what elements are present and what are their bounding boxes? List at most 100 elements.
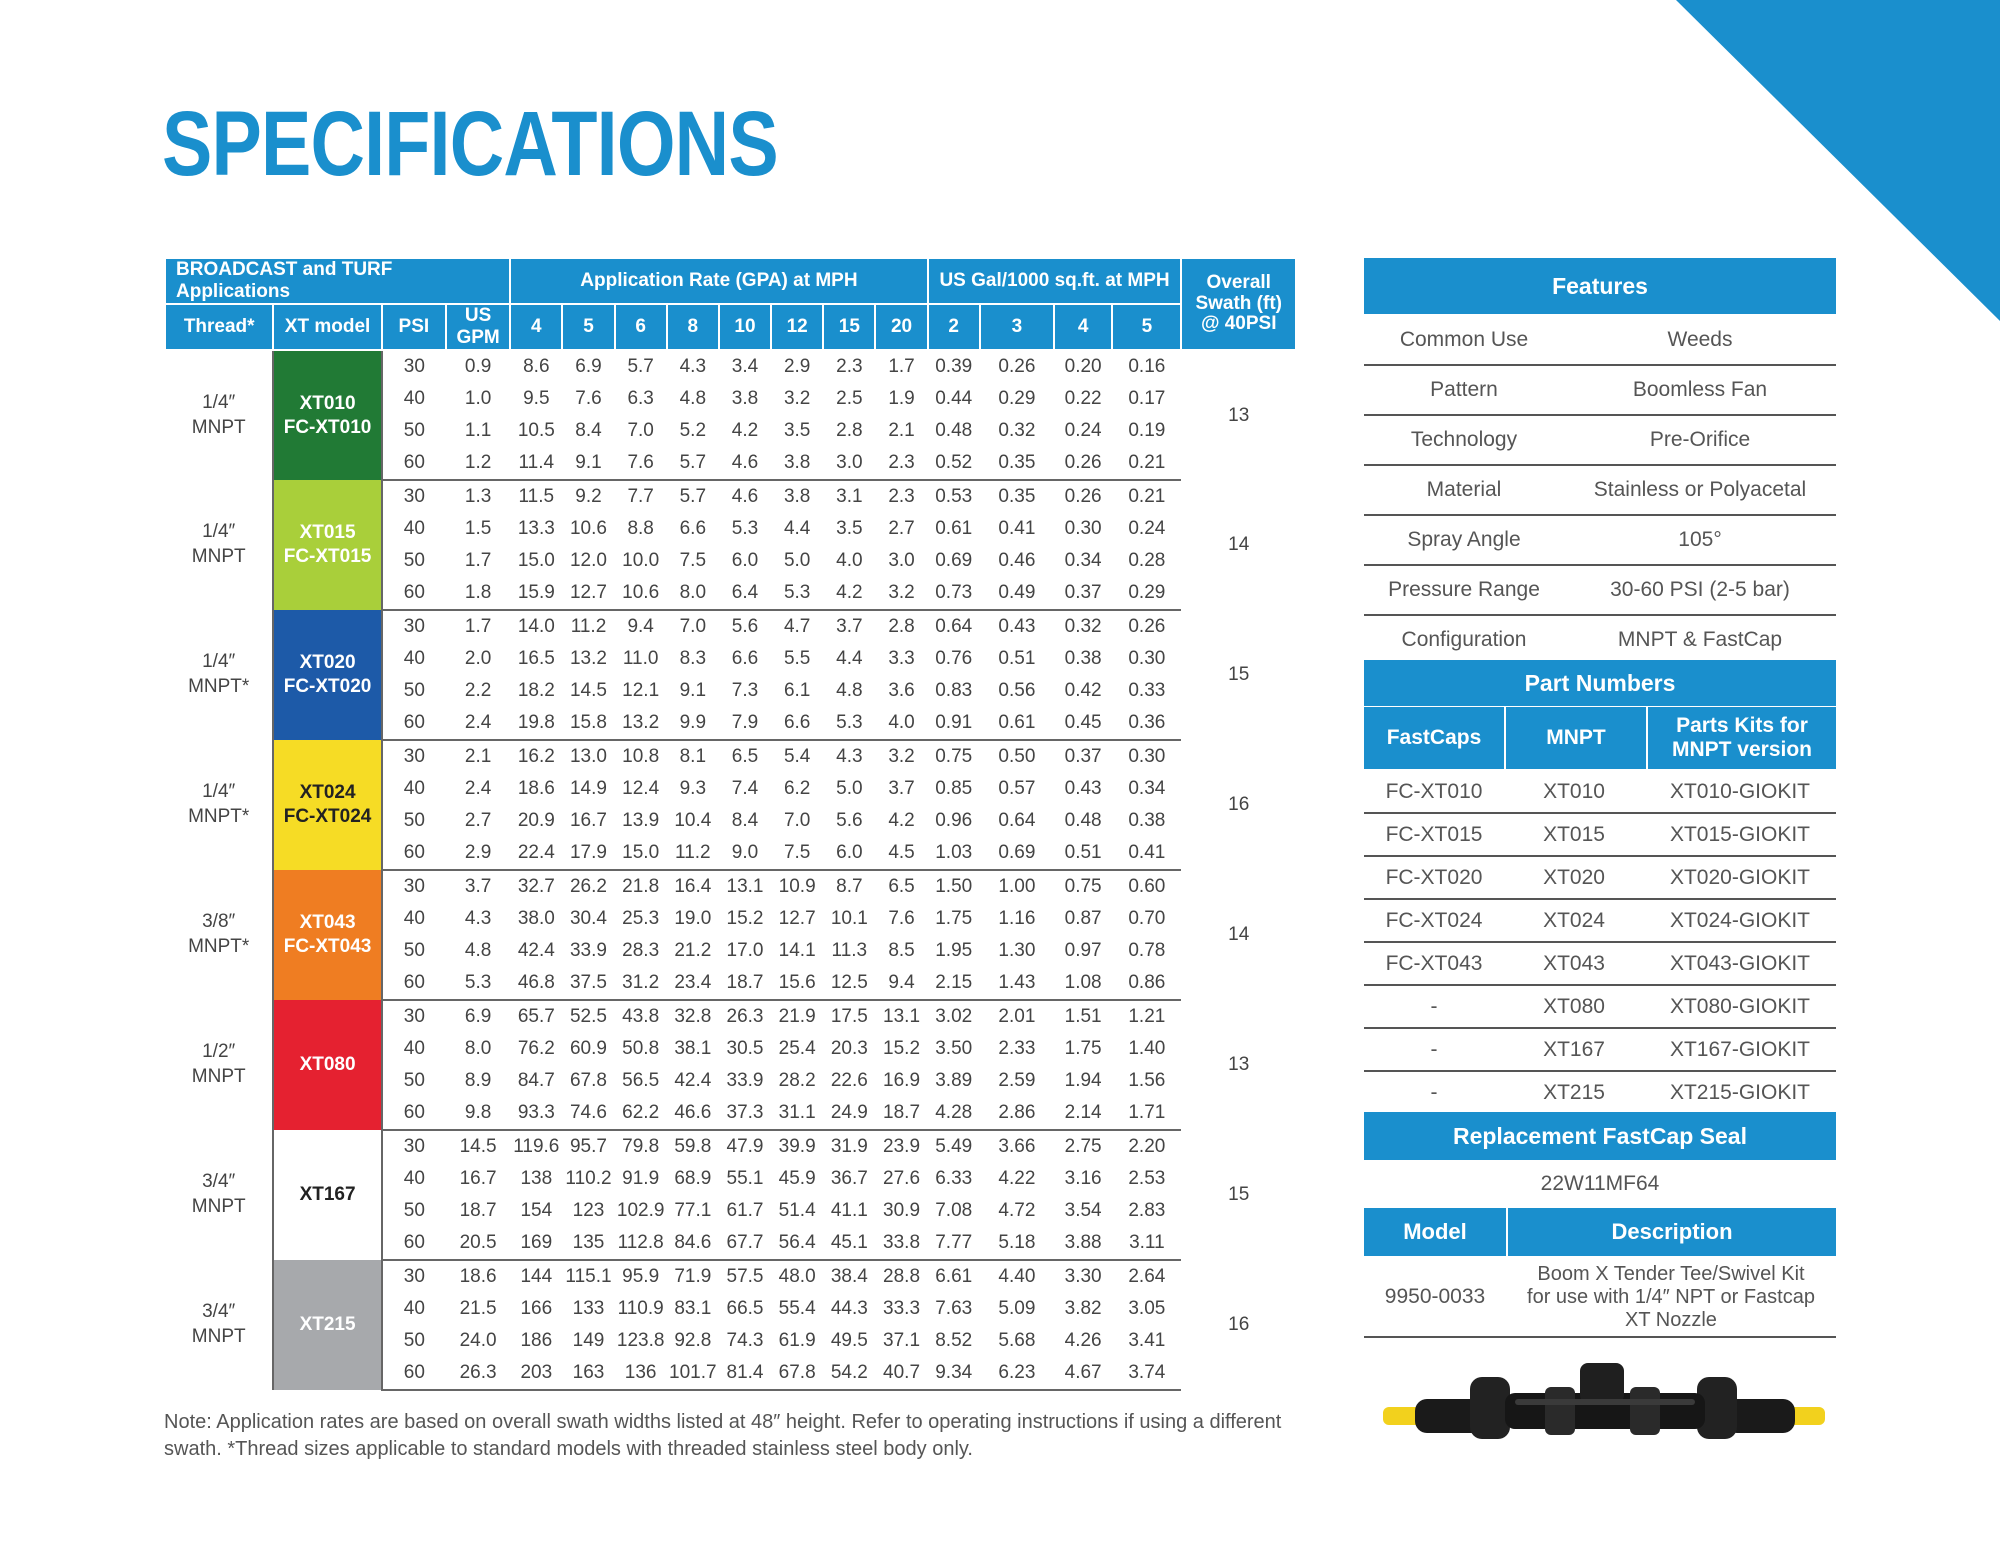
table-cell: 60 [380,1357,446,1391]
table-cell: 8.0 [666,577,719,611]
table-cell: 12.5 [823,967,876,1001]
model-description-line: XT Nozzle [1625,1308,1717,1331]
table-cell: 0.76 [935,648,973,669]
table-cell: 3.02 [935,1006,973,1027]
feature-value: 30-60 PSI (2-5 bar) [1610,578,1790,601]
part-number-row: - XT215 XT215-GIOKIT [1364,1072,1836,1115]
table-cell: 0.36 [1112,707,1182,741]
table-row: 40 1.5 13.3 10.6 8.8 6.6 5.3 4.4 3.5 2.7 0.61 0.41 0… [165,513,1296,545]
table-cell: 0.26 [1054,447,1113,481]
table-cell: 0.32 [1064,616,1102,637]
table-cell: 14.0 [517,616,555,637]
table-cell: 1.75 [1064,1038,1102,1059]
table-cell: 0.33 [1128,680,1166,701]
table-cell: 84.7 [517,1070,555,1091]
table-cell: 7.0 [679,616,707,637]
mnpt-part: XT215 [1543,1080,1605,1104]
col-header-description: Description [1508,1208,1836,1256]
table-cell: 37.1 [883,1330,921,1351]
table-cell: 0.30 [1128,746,1166,767]
table-cell: 21.5 [459,1298,497,1319]
table-cell: 9.1 [679,680,707,701]
table-cell: 3.11 [1112,1227,1182,1261]
table-cell: 11.0 [622,648,659,669]
col-header-gal-mph-3: 3 [978,303,1056,351]
table-cell: 50 [380,1325,446,1357]
table-cell: 13.1 [883,1006,921,1027]
table-cell: 9.4 [627,616,654,637]
thread-size-line: 1/4″ [202,781,236,803]
table-cell: 6.6 [679,518,707,539]
page-title: SPECIFICATIONS [162,93,779,195]
thread-size-line: MNPT* [188,676,250,697]
thread-size-cell: 3/4″ MNPT [165,1130,273,1260]
thread-size-line: MNPT [191,416,246,438]
table-cell: 50 [380,1195,446,1227]
table-cell: 61.9 [778,1330,816,1351]
table-cell: 2.33 [998,1038,1036,1059]
table-cell: 30.5 [726,1038,764,1059]
table-cell: 166 [520,1298,553,1319]
table-cell: 2.8 [836,420,863,441]
part-number-row: FC-XT020 XT020 XT020-GIOKIT [1364,857,1836,900]
table-row: 60 5.3 46.8 37.5 31.2 23.4 18.7 15.6 12.5 9.4 2.15… [165,967,1296,1001]
table-cell: 1.95 [935,940,973,961]
part-number-row: - XT167 XT167-GIOKIT [1364,1029,1836,1072]
corner-accent-shape [1676,0,2000,321]
table-cell: 2.9 [445,837,511,871]
table-cell: 7.08 [935,1200,973,1221]
table-cell: 7.0 [627,420,654,441]
table-cell: 4.8 [836,680,863,701]
table-cell: 1.21 [1128,1006,1166,1027]
table-cell: 30 [380,610,446,643]
table-cell: 42.4 [674,1070,712,1091]
table-cell: 3.2 [875,577,928,611]
table-cell: 39.9 [778,1136,816,1157]
table-cell: 81.4 [718,1357,772,1391]
table-cell: 60 [380,1097,446,1131]
table-cell: 3.7 [836,616,863,637]
table-cell: 8.7 [836,876,863,897]
table-cell: 54.2 [823,1357,876,1391]
xt-model-name: FC-XT024 [283,806,372,827]
table-cell: 95.9 [622,1266,660,1287]
mnpt-part: XT043 [1543,951,1605,975]
fastcap-part: - [1430,1080,1438,1104]
table-cell: 4.67 [1054,1357,1113,1391]
table-cell: 149 [572,1330,605,1351]
table-cell: 0.20 [1054,349,1113,383]
fastcap-part: - [1430,1037,1438,1061]
table-cell: 40 [380,1033,446,1065]
table-cell: 40.7 [875,1357,928,1391]
table-cell: 2.20 [1128,1136,1166,1157]
feature-row: Pressure Range 30-60 PSI (2-5 bar) [1364,566,1836,616]
table-cell: 0.75 [935,746,973,767]
table-cell: 11.4 [510,447,563,481]
table-cell: 14.1 [778,940,816,961]
table-cell: 186 [520,1330,553,1351]
table-cell: 91.9 [622,1168,660,1189]
feature-value: Boomless Fan [1632,378,1768,401]
mnpt-part: XT167 [1543,1037,1605,1061]
mnpt-part: XT015 [1543,822,1605,846]
table-cell: 1.7 [464,550,492,571]
table-cell: 7.7 [627,486,654,507]
table-cell: 0.86 [1112,967,1182,1001]
table-cell: 3.3 [888,648,915,669]
table-cell: 10.8 [622,746,660,767]
table-cell: 6.0 [731,550,759,571]
table-cell: 102.9 [616,1200,665,1221]
table-cell: 0.29 [998,388,1036,409]
table-cell: 133 [572,1298,605,1319]
xt-model-cell: XT080 [272,1000,382,1130]
group-header-gal-per-1000sqft: US Gal/1000 sq.ft. at MPH [926,257,1183,305]
part-numbers-header-row: FastCaps MNPT Parts Kits for MNPT versio… [1364,707,1836,769]
table-cell: 0.52 [927,447,980,481]
table-cell: 6.6 [771,707,824,741]
table-cell: 18.7 [875,1097,928,1131]
table-cell: 13.1 [726,876,764,897]
table-cell: 76.2 [517,1038,555,1059]
table-cell: 0.42 [1064,680,1102,701]
table-cell: 8.6 [510,349,563,383]
table-cell: 41.1 [830,1200,868,1221]
